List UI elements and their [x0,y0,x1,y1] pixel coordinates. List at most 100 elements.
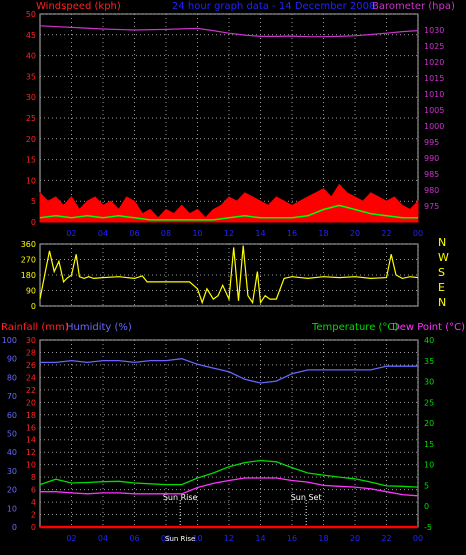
rainfall-tick-label: 12 [26,448,36,457]
humidity-tick-label: 100 [2,336,17,345]
rainfall-tick-label: 20 [26,398,36,407]
x-tick-label: 14 [255,534,265,543]
temperature-tick-label: -5 [424,523,432,532]
barometer-tick-label: 985 [424,170,439,179]
humidity-tick-label: 30 [7,467,17,476]
barometer-series [39,25,419,38]
x-tick-label: 02 [66,534,76,543]
temperature-tick-label: 15 [424,440,434,449]
rainfall-tick-label: 24 [26,373,36,382]
wind-tick-label: 45 [26,31,36,40]
wind-tick-label: 20 [26,135,36,144]
barometer-tick-label: 1005 [424,106,444,115]
rainfall-tick-label: 10 [26,461,36,470]
wind-tick-label: 10 [26,176,36,185]
x-tick-label: 00 [413,534,423,543]
temperature-tick-label: 20 [424,419,434,428]
rainfall-tick-label: 6 [31,486,36,495]
rainfall-tick-label: 28 [26,348,36,357]
humidity-tick-label: 10 [7,504,17,513]
x-tick-label: 10 [192,229,202,238]
x-tick-label: 20 [350,534,360,543]
wind-tick-label: 50 [26,10,36,19]
x-tick-label: 04 [98,534,108,543]
dewpoint-axis-title: Dew Point (°C) [392,322,465,333]
graph-title: 24 hour graph data - 14 December 2008 [172,1,375,12]
humidity-tick-label: 20 [7,486,17,495]
humidity-tick-label: 90 [7,355,17,364]
rainfall-tick-label: 14 [26,436,36,445]
wind-tick-label: 15 [26,156,36,165]
temperature-tick-label: 0 [424,502,429,511]
barometer-tick-label: 1000 [424,122,444,131]
rainfall-tick-label: 16 [26,423,36,432]
compass-label: E [438,281,445,294]
x-tick-label: 22 [381,534,391,543]
temperature-axis-title: Temperature (°C) [311,322,398,333]
direction-tick-label: 0 [31,302,36,311]
compass-label: N [438,236,446,249]
x-tick-label: 00 [413,229,423,238]
x-tick-label: 06 [129,229,139,238]
sun-rise-label: Sun Rise [163,493,198,502]
windspeed-series [39,183,419,223]
rainfall-tick-label: 22 [26,386,36,395]
humidity-tick-label: 60 [7,411,17,420]
humidity-tick-label: 40 [7,448,17,457]
x-tick-label: 08 [161,229,171,238]
temperature-humidity-panel: 0246810121416182022242628300102030405060… [2,336,434,543]
temperature-tick-label: 25 [424,398,434,407]
humidity-tick-label: 50 [7,430,17,439]
barometer-axis-title: Barometer (hpa) [372,1,455,12]
x-tick-label: 22 [381,229,391,238]
compass-label: S [438,266,445,279]
wind-tick-label: 35 [26,72,36,81]
sun-rise-axis-label: Sun Rise [165,535,195,543]
temperature-c-series [39,459,419,488]
humidity-tick-label: 80 [7,373,17,382]
barometer-tick-label: 1020 [424,58,444,67]
barometer-tick-label: 995 [424,138,439,147]
rainfall-tick-label: 18 [26,411,36,420]
x-tick-label: 04 [98,229,108,238]
x-tick-label: 12 [224,229,234,238]
rainfall-axis-title: Rainfall (mm) [1,322,69,333]
x-tick-label: 14 [255,229,265,238]
x-tick-label: 02 [66,229,76,238]
wind-barometer-panel: 0510152025303540455097598098599099510001… [26,10,445,238]
x-tick-label: 12 [224,534,234,543]
direction-tick-label: 360 [21,240,36,249]
direction-tick-label: 270 [21,256,36,265]
windspeed-axis-title: Windspeed (kph) [36,1,121,12]
wind-tick-label: 40 [26,52,36,61]
barometer-tick-label: 980 [424,186,439,195]
barometer-tick-label: 1025 [424,42,444,51]
wind-direction-panel: 0 90 180 270 360 [21,240,419,311]
wind-tick-label: 30 [26,93,36,102]
temperature-tick-label: 10 [424,461,434,470]
average-wind-series [39,204,418,221]
wind-tick-label: 25 [26,114,36,123]
x-tick-label: 18 [318,534,328,543]
sun-set-label: Sun Set [291,493,322,502]
humidity-tick-label: 70 [7,392,17,401]
rainfall-tick-label: 26 [26,361,36,370]
x-tick-label: 16 [287,534,297,543]
compass-label: W [438,251,449,264]
direction-tick-label: 180 [21,271,36,280]
humidity-series [40,358,418,384]
temperature-tick-label: 30 [424,378,434,387]
rainfall-tick-label: 4 [31,498,36,507]
rainfall-tick-label: 30 [26,336,36,345]
barometer-tick-label: 990 [424,154,439,163]
barometer-tick-label: 1010 [424,90,444,99]
barometer-tick-label: 1015 [424,74,444,83]
x-tick-label: 10 [192,534,202,543]
compass-label: N [438,296,446,309]
wind-tick-label: 0 [31,218,36,227]
barometer-tick-label: 1030 [424,26,444,35]
x-tick-label: 06 [129,534,139,543]
